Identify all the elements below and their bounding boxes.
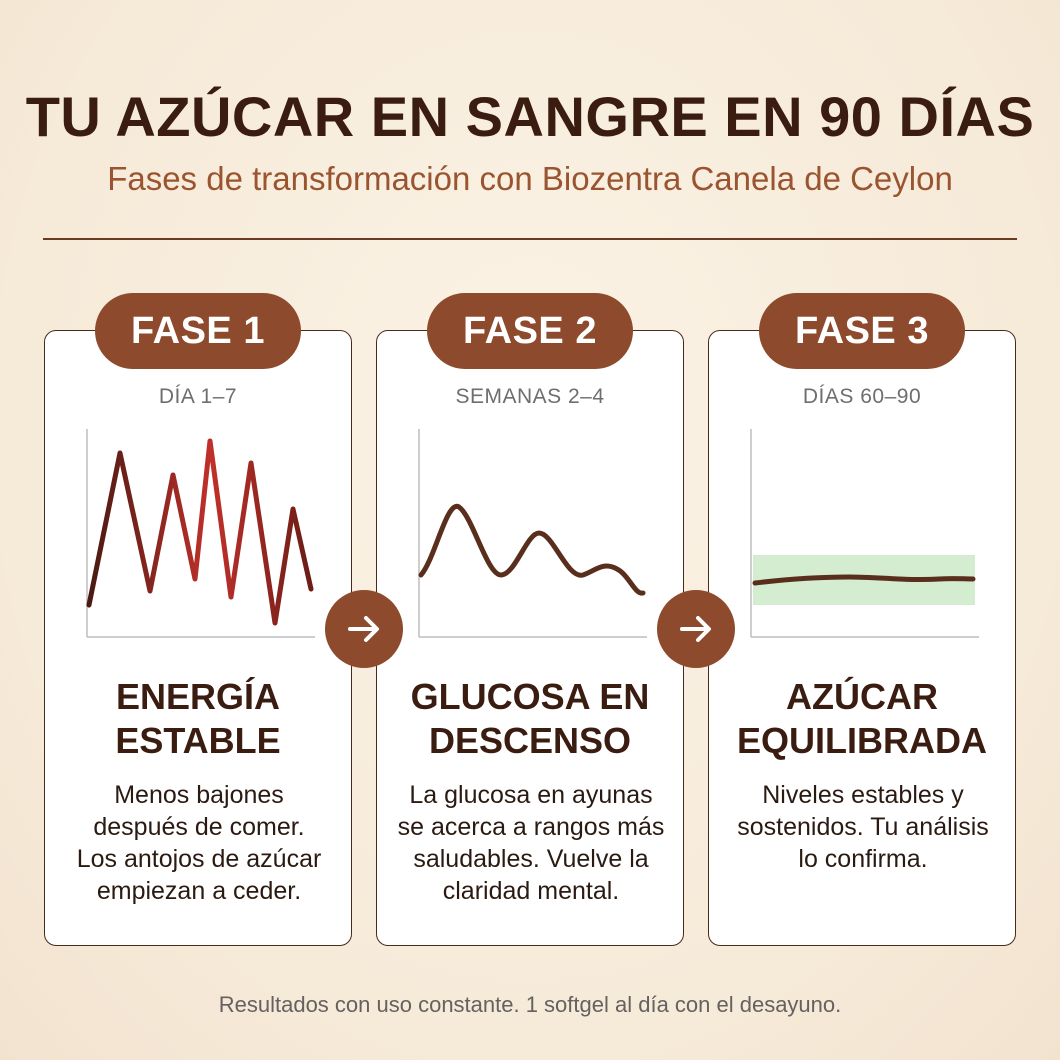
arrow-right-icon [680, 616, 711, 642]
glucose-decline-graph [418, 429, 647, 638]
phase-card-1: FASE 1 DÍA 1–7 ENERGÍA ESTABLE Menos baj… [44, 293, 352, 946]
phase-description: Niveles estables y sostenidos. Tu anális… [737, 781, 989, 873]
phase-description: Menos bajones después de comer. Los anto… [76, 781, 322, 905]
stable-line [752, 574, 976, 586]
phase-description: La glucosa en ayunas se acerca a rangos … [397, 781, 665, 905]
page-subtitle: Fases de transformación con Biozentra Ca… [107, 160, 953, 197]
phase-card-2: FASE 2 SEMANAS 2–4 GLUCOSA EN DESCENSO L… [376, 293, 684, 946]
page-title: TU AZÚCAR EN SANGRE EN 90 DÍAS [25, 85, 1035, 148]
phase-period: DÍA 1–7 [158, 385, 238, 408]
phase-badge: FASE 2 [427, 293, 633, 369]
header-divider [43, 238, 1017, 240]
phase-badge: FASE 1 [95, 293, 301, 369]
arrow-right-icon [348, 616, 379, 642]
phase-period: SEMANAS 2–4 [455, 385, 605, 408]
phase-title: GLUCOSA EN DESCENSO [410, 676, 650, 761]
phase-period: DÍAS 60–90 [802, 385, 922, 408]
phase-title: AZÚCAR EQUILIBRADA [737, 676, 987, 761]
phase-card-3: FASE 3 DÍAS 60–90 AZÚCAR EQUILIBRADA Niv… [708, 293, 1016, 946]
wave-line [418, 504, 646, 596]
glucose-spikes-graph [86, 429, 315, 638]
glucose-stable-graph [750, 429, 979, 638]
phase-title: ENERGÍA ESTABLE [115, 676, 281, 761]
footer-note: Resultados con uso constante. 1 softgel … [218, 992, 842, 1017]
arrow-right-icon [657, 590, 735, 668]
arrow-right-icon [325, 590, 403, 668]
phase-badge: FASE 3 [759, 293, 965, 369]
spike-line [86, 438, 314, 626]
